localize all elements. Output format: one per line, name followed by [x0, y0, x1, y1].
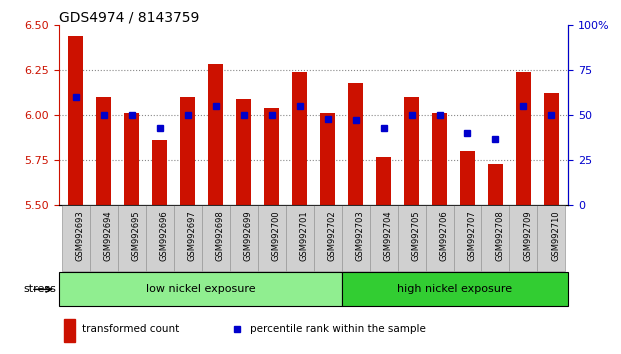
Bar: [487, 164, 503, 205]
Bar: [152, 140, 168, 205]
Bar: [68, 36, 83, 205]
Bar: [286, 205, 314, 271]
Bar: [509, 205, 537, 271]
Text: GSM992696: GSM992696: [160, 211, 169, 261]
Bar: [118, 205, 146, 271]
Bar: [90, 205, 118, 271]
Bar: [180, 97, 196, 205]
Text: GSM992700: GSM992700: [271, 211, 281, 261]
Bar: [397, 205, 425, 271]
Bar: [62, 205, 90, 271]
Text: GSM992702: GSM992702: [328, 211, 337, 261]
Bar: [292, 72, 307, 205]
Text: GSM992694: GSM992694: [104, 211, 113, 261]
Bar: [481, 205, 509, 271]
Bar: [59, 272, 342, 307]
Text: GSM992710: GSM992710: [551, 211, 560, 261]
Text: GSM992708: GSM992708: [496, 211, 504, 261]
Text: GSM992709: GSM992709: [524, 211, 532, 261]
Text: percentile rank within the sample: percentile rank within the sample: [250, 324, 426, 334]
Bar: [425, 205, 453, 271]
Bar: [376, 156, 391, 205]
Text: GSM992697: GSM992697: [188, 211, 197, 261]
Bar: [544, 93, 559, 205]
Bar: [146, 205, 174, 271]
Bar: [202, 205, 230, 271]
Bar: [174, 205, 202, 271]
Bar: [342, 272, 568, 307]
Bar: [460, 151, 475, 205]
Text: stress: stress: [23, 284, 56, 295]
Bar: [96, 97, 111, 205]
Text: GSM992699: GSM992699: [243, 211, 253, 261]
Bar: [258, 205, 286, 271]
Text: GSM992693: GSM992693: [76, 211, 85, 261]
Bar: [64, 319, 75, 342]
Text: GSM992704: GSM992704: [384, 211, 392, 261]
Bar: [342, 205, 369, 271]
Bar: [516, 72, 531, 205]
Text: GSM992707: GSM992707: [468, 211, 476, 261]
Bar: [264, 108, 279, 205]
Text: GSM992706: GSM992706: [440, 211, 448, 261]
Bar: [348, 82, 363, 205]
Bar: [453, 205, 481, 271]
Bar: [124, 113, 140, 205]
Text: low nickel exposure: low nickel exposure: [146, 284, 255, 295]
Bar: [537, 205, 565, 271]
Text: high nickel exposure: high nickel exposure: [397, 284, 512, 295]
Text: GSM992698: GSM992698: [215, 211, 225, 261]
Text: GSM992701: GSM992701: [299, 211, 309, 261]
Text: GSM992703: GSM992703: [356, 211, 365, 261]
Text: transformed count: transformed count: [82, 324, 179, 334]
Text: GSM992705: GSM992705: [412, 211, 420, 261]
Text: GSM992695: GSM992695: [132, 211, 141, 261]
Bar: [230, 205, 258, 271]
Bar: [314, 205, 342, 271]
Bar: [320, 113, 335, 205]
Bar: [404, 97, 419, 205]
Bar: [236, 99, 252, 205]
Bar: [369, 205, 397, 271]
Text: GDS4974 / 8143759: GDS4974 / 8143759: [59, 11, 199, 25]
Bar: [208, 64, 224, 205]
Bar: [432, 113, 447, 205]
